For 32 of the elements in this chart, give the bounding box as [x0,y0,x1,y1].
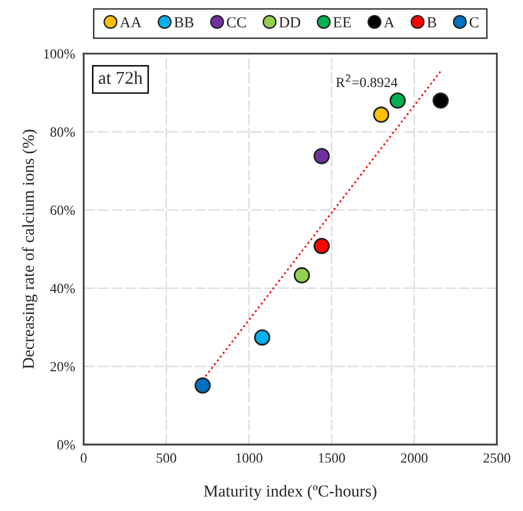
x-tick-label: 2000 [400,453,428,463]
x-tick-label: 1500 [318,453,345,463]
annotation: R$^{2}$=0.8924 [336,74,398,88]
point [373,106,390,123]
x-tick-label: 1000 [236,453,262,463]
point [254,329,270,346]
point [390,92,406,109]
y-axis-title: Decreasing rate of calcium ions (%) [22,130,38,369]
legend-label: BB [174,17,194,28]
legend-label: CC [226,17,246,28]
x-tick-label: 500 [156,453,176,463]
legend-label: B [427,17,436,28]
legend-label: C [470,17,478,28]
point [194,377,211,394]
annotation: at 72h [98,71,143,84]
y-tick-label: 100% [44,49,75,59]
legend-label: AA [120,17,142,28]
y-tick-label: 20% [50,362,75,372]
point [432,92,449,109]
x-axis-title: Maturity index (ºC-hours) [204,484,376,500]
x-tick-label: 2500 [484,453,510,463]
y-tick-label: 0% [57,440,75,450]
y-tick-label: 60% [50,206,75,216]
y-tick-label: 80% [50,127,75,137]
legend-label: EE [333,17,351,28]
point [314,238,330,254]
y-tick-label: 40% [50,284,75,294]
point [314,148,330,164]
x-tick-label: 0 [80,453,87,463]
legend-label: A [384,17,395,28]
point [294,267,310,284]
legend-label: DD [279,17,300,28]
